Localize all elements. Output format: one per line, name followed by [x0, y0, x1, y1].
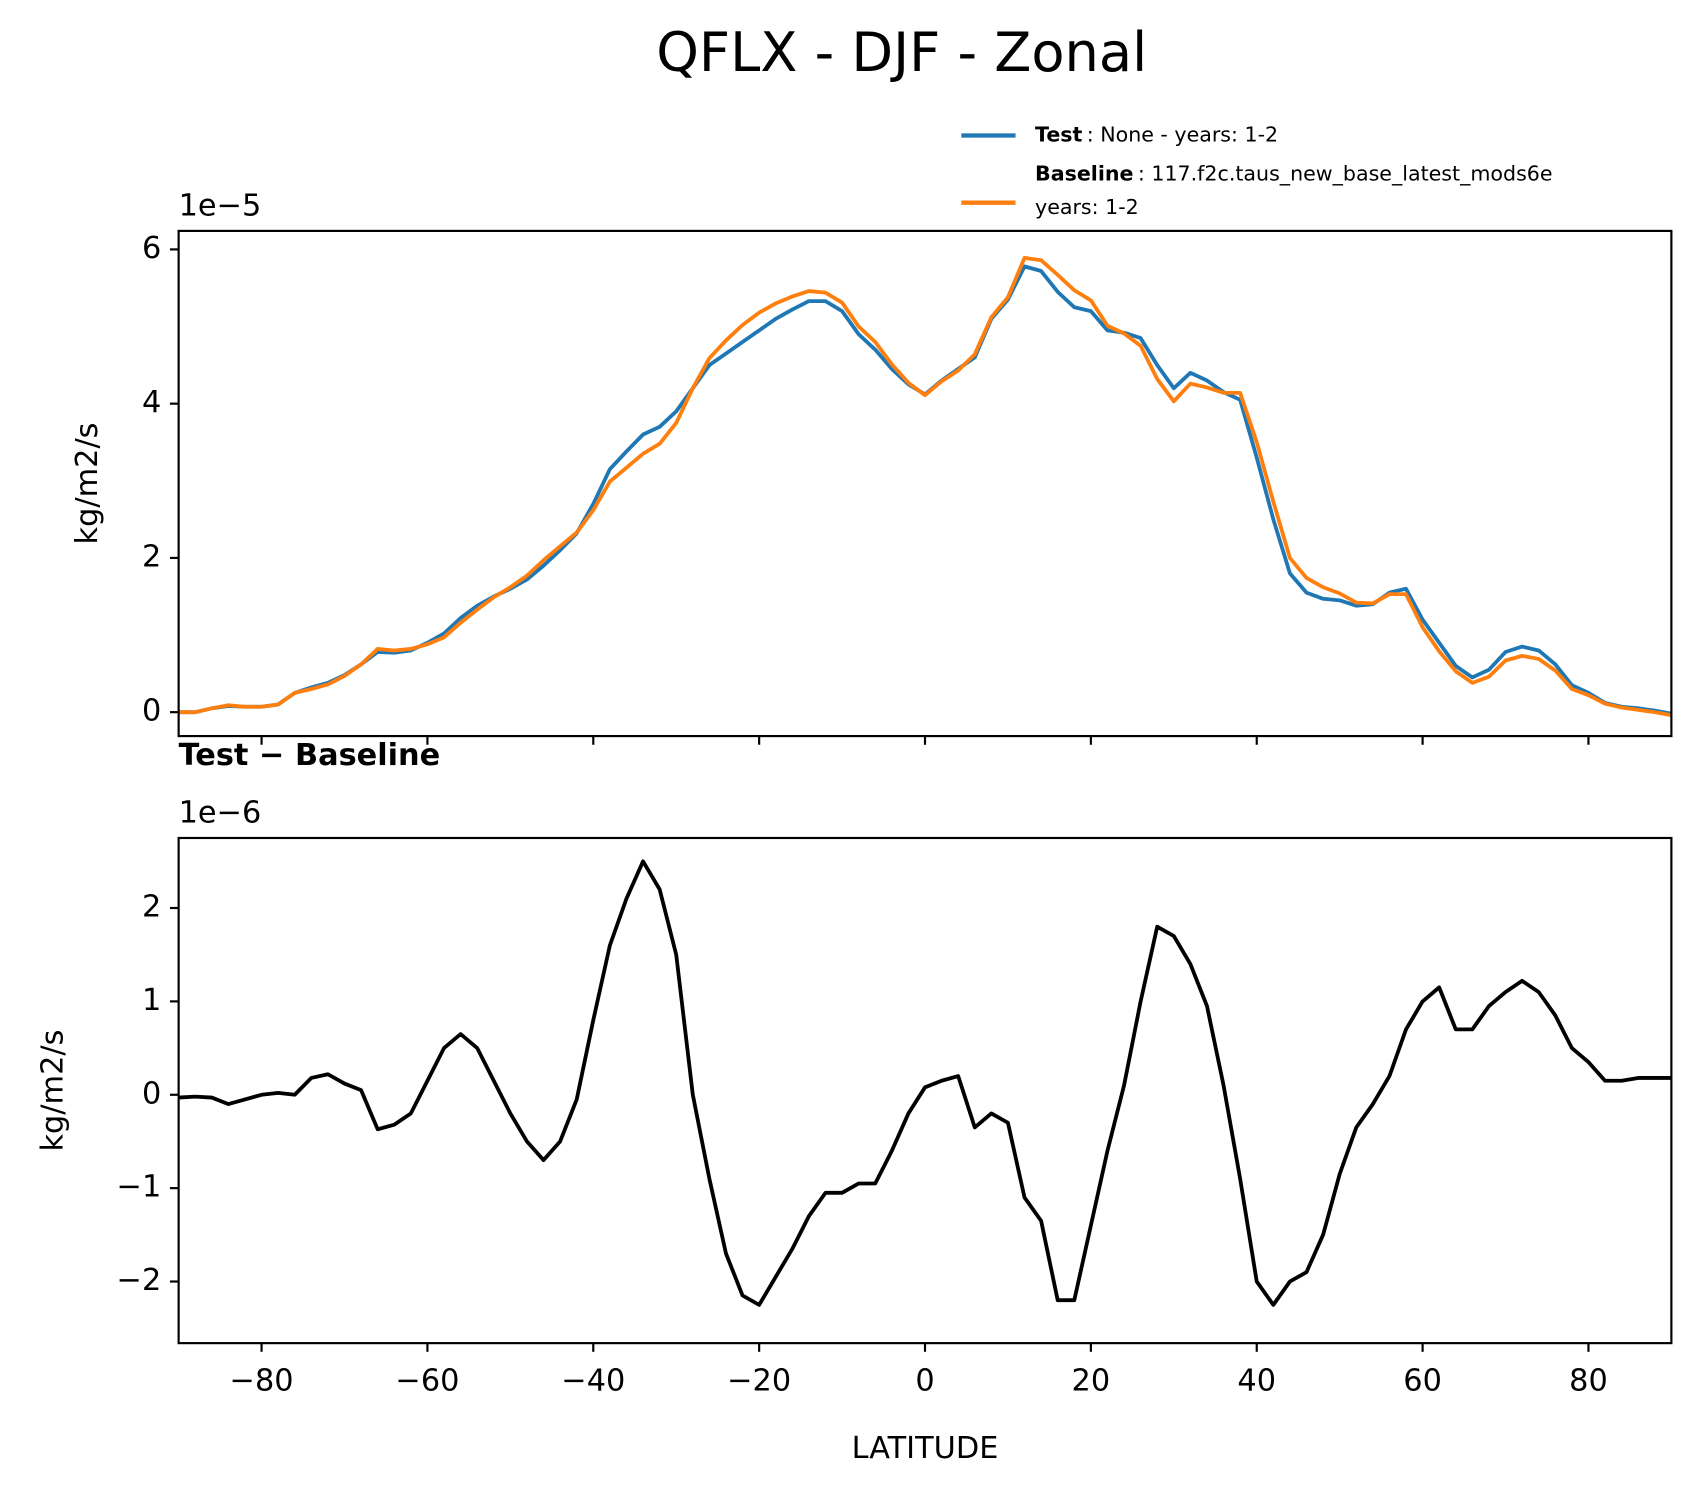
- subplot-title: Test − Baseline: [179, 738, 441, 773]
- legend-description: : None - years: 1-2: [1087, 123, 1278, 147]
- y-tick-label: −2: [117, 1263, 162, 1298]
- y-axis-label: kg/m2/s: [70, 423, 105, 545]
- offset-text: 1e−5: [179, 189, 262, 224]
- x-tick-label: 60: [1403, 1364, 1442, 1399]
- y-tick-label: 4: [142, 385, 161, 420]
- x-tick-label: 0: [915, 1364, 934, 1399]
- x-tick-label: −40: [561, 1364, 625, 1399]
- y-tick-label: −1: [117, 1170, 162, 1205]
- plot-area: [178, 256, 1672, 718]
- y-tick-label: 2: [142, 539, 161, 574]
- legend-label: Baseline: 117.f2c.taus_new_base_latest_m…: [1035, 162, 1553, 187]
- data-line: [178, 859, 1672, 1307]
- x-tick-label: −60: [395, 1364, 459, 1399]
- legend-name: Baseline: [1035, 162, 1134, 186]
- y-axis-label: kg/m2/s: [35, 1030, 70, 1152]
- plot-area: [178, 859, 1672, 1307]
- figure-title: QFLX - DJF - Zonal: [656, 21, 1147, 84]
- y-tick-label: 0: [142, 1076, 161, 1111]
- y-tick-label: 6: [142, 231, 161, 266]
- x-axis-label: LATITUDE: [852, 1431, 999, 1466]
- y-tick-label: 0: [142, 694, 161, 729]
- y-tick-label: 2: [142, 890, 161, 925]
- y-tick-label: 1: [142, 983, 161, 1018]
- data-line: [178, 256, 1672, 718]
- offset-text: 1e−6: [179, 796, 262, 831]
- legend-description: years: 1-2: [1035, 195, 1139, 219]
- x-tick-label: −80: [230, 1364, 294, 1399]
- x-tick-label: −20: [727, 1364, 791, 1399]
- legend-name: Test: [1035, 123, 1083, 147]
- x-tick-label: 20: [1072, 1364, 1111, 1399]
- x-tick-label: 40: [1237, 1364, 1276, 1399]
- legend-label: Test: None - years: 1-2: [1035, 123, 1278, 147]
- x-tick-label: 80: [1569, 1364, 1608, 1399]
- legend-description: : 117.f2c.taus_new_base_latest_mods6e: [1138, 162, 1553, 187]
